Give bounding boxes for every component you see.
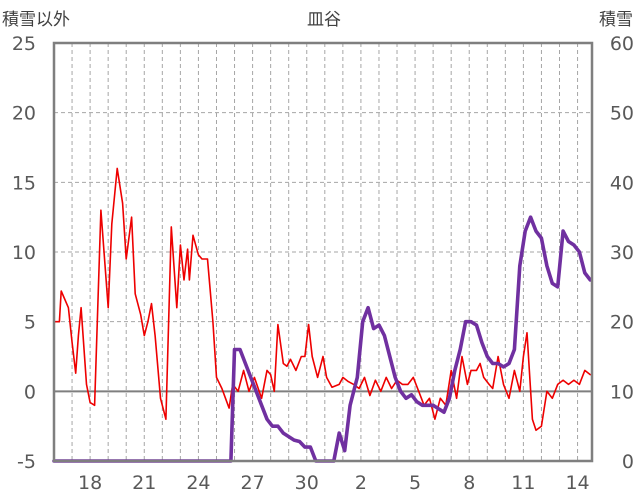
x-tick-label: 14 [565, 472, 589, 494]
y-ticks-right: 60 50 40 30 20 10 0 [610, 33, 634, 473]
x-ticks: 18 21 24 27 30 2 5 8 11 14 [78, 472, 590, 494]
series-line-other [53, 167, 592, 432]
y-tick-left-label: 5 [24, 312, 36, 334]
chart-title: 皿谷 [307, 10, 341, 30]
y-tick-left-label: 15 [12, 172, 36, 194]
x-tick-label: 5 [409, 472, 421, 494]
y-tick-left-label: 20 [12, 103, 36, 125]
y-tick-right-label: 20 [610, 312, 634, 334]
grid-lines [53, 42, 592, 462]
y-tick-right-label: 50 [610, 103, 634, 125]
x-tick-label: 27 [240, 472, 264, 494]
series-line-snow [52, 215, 593, 463]
y-tick-left-label: 10 [12, 242, 36, 264]
y-tick-right-label: 60 [610, 33, 634, 55]
y-tick-right-label: 30 [610, 242, 634, 264]
y-tick-left-label: -5 [17, 451, 36, 473]
y-tick-right-label: 0 [622, 451, 634, 473]
y-tick-right-label: 40 [610, 172, 634, 194]
series-lines [52, 167, 593, 463]
y-ticks-left: 25 20 15 10 5 0 -5 [12, 33, 36, 473]
x-tick-label: 21 [132, 472, 156, 494]
y-axis-right-label: 積雪 [599, 10, 633, 30]
x-tick-label: 30 [295, 472, 319, 494]
x-tick-label: 8 [463, 472, 475, 494]
y-tick-left-label: 0 [24, 381, 36, 403]
x-tick-label: 2 [355, 472, 367, 494]
x-tick-label: 11 [511, 472, 535, 494]
plot-frame [52, 41, 594, 463]
y-axis-left-label: 積雪以外 [2, 10, 70, 30]
x-tick-label: 18 [78, 472, 102, 494]
y-tick-right-label: 10 [610, 381, 634, 403]
y-tick-left-label: 25 [12, 33, 36, 55]
x-tick-label: 24 [186, 472, 210, 494]
